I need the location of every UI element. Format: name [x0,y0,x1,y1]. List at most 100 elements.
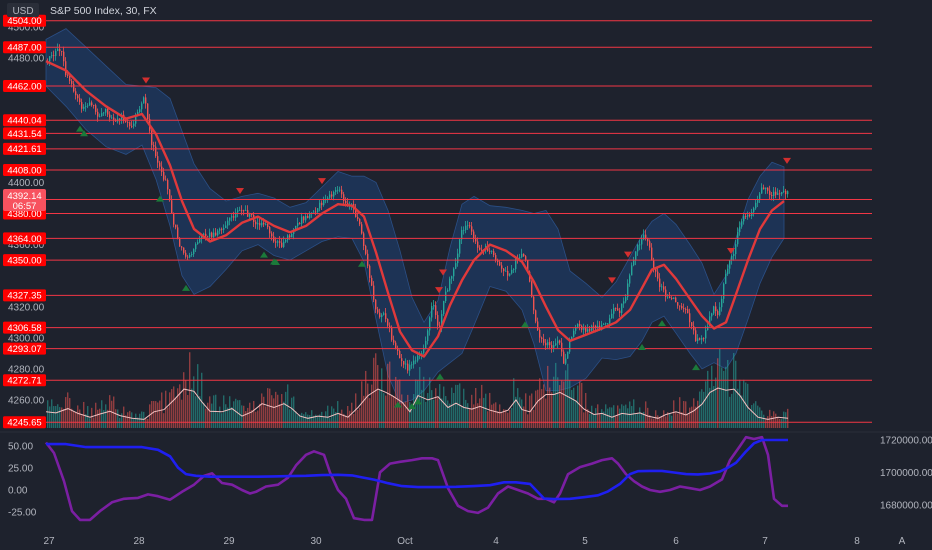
volume-bar [217,412,219,428]
volume-bar [163,413,165,428]
bar-countdown: 06:57 [13,201,37,212]
candle-body [193,249,195,255]
candle-body [469,225,471,227]
candle-body [381,314,383,317]
volume-bar [267,388,269,428]
candle-body [197,242,199,245]
candle-body [393,339,395,343]
volume-bar [225,404,227,428]
volume-bar [295,411,297,428]
volume-bar [191,388,193,428]
candle-body [639,244,641,246]
candle-body [153,145,155,147]
volume-bar [739,379,741,428]
candle-body [505,270,507,272]
candle-body [151,130,153,146]
buy-signal-marker [80,130,88,137]
candle-body [211,232,213,238]
volume-bar [245,411,247,428]
candle-body [697,338,699,342]
candle-body [653,260,655,268]
volume-bar [385,395,387,428]
candle-body [105,108,107,113]
currency-badge[interactable] [7,3,39,17]
candle-body [437,315,439,326]
volume-bar [277,394,279,428]
volume-bar [499,404,501,428]
oscillator-tick-label: 25.00 [8,464,33,475]
candle-body [101,113,103,117]
volume-bar [409,402,411,428]
candle-body [733,254,735,256]
buy-signal-marker [414,398,422,405]
candle-body [267,224,269,228]
volume-bar [377,365,379,428]
candle-body [429,317,431,331]
volume-bar [737,388,739,428]
volume-bar [391,395,393,428]
price-tick-label: 4260.00 [8,396,45,407]
candle-body [257,223,259,225]
candle-body [467,225,469,227]
auto-scale-button[interactable]: A [899,536,906,547]
candle-body [509,273,511,276]
candle-body [765,187,767,190]
volume-bar [285,391,287,428]
volume-bar [643,411,645,428]
volume-average-line [45,387,789,420]
volume-bar [577,385,579,428]
volume-bar [185,380,187,428]
volume-bar [275,391,277,428]
candle-body [303,216,305,221]
candle-body [281,242,283,247]
auto-scale-control[interactable]: A [899,536,906,547]
volume-bar [371,384,373,428]
candle-body [397,348,399,351]
volume-bar [779,418,781,428]
candle-body [713,306,715,314]
volume-bar [511,407,513,428]
volume-bar [325,411,327,428]
candle-body [189,255,191,258]
candle-body [97,111,99,117]
volume-bar [559,385,561,428]
volume-bar [651,418,653,428]
volume-bar [551,392,553,428]
candle-body [185,252,187,257]
candle-body [465,225,467,230]
level-label-badge [3,232,46,245]
volume-bar [195,396,197,428]
candle-body [561,342,563,352]
candle-body [223,228,225,230]
volume-bar [591,405,593,428]
volume-bar [343,413,345,428]
volume-bar [85,414,87,428]
candle-body [613,308,615,314]
volume-bar [269,388,271,428]
candle-body [271,233,273,237]
volume-bar [129,410,131,428]
volume-bar [159,400,161,428]
volume-bar [89,418,91,428]
candle-body [533,296,535,311]
level-label: 4327.35 [7,291,41,302]
candle-body [337,189,339,191]
candle-body [173,213,175,225]
volume-bar [281,394,283,428]
volume-bar [669,413,671,428]
level-label: 4380.00 [7,209,41,220]
volume-bar [187,395,189,428]
level-label: 4462.00 [7,81,41,92]
volume-bar [99,408,101,428]
chart-header: USD S&P 500 Index, 30, FX [7,3,157,17]
volume-bar [653,418,655,428]
candle-body [413,360,415,365]
volume-bar [115,409,117,428]
candle-body [227,220,229,226]
volume-bar [481,384,483,428]
volume-bar [177,388,179,428]
candle-body [637,244,639,252]
candle-body [255,221,257,225]
volume-bar [493,403,495,428]
